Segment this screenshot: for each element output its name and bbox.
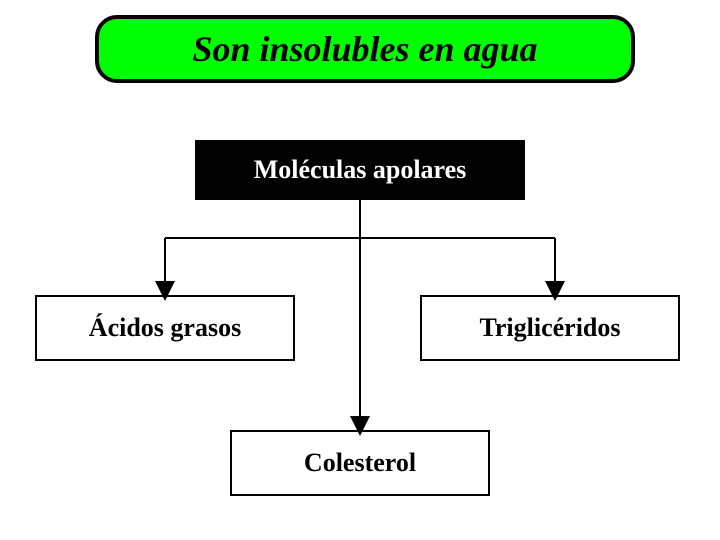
child-left-label: Ácidos grasos (89, 313, 241, 343)
title-box: Son insolubles en agua (95, 15, 635, 83)
parent-label: Moléculas apolares (254, 155, 467, 185)
title-text: Son insolubles en agua (192, 28, 537, 70)
child-bottom-label: Colesterol (304, 448, 416, 478)
child-node-bottom: Colesterol (230, 430, 490, 496)
parent-node: Moléculas apolares (195, 140, 525, 200)
child-node-left: Ácidos grasos (35, 295, 295, 361)
child-node-right: Triglicéridos (420, 295, 680, 361)
child-right-label: Triglicéridos (479, 313, 620, 343)
